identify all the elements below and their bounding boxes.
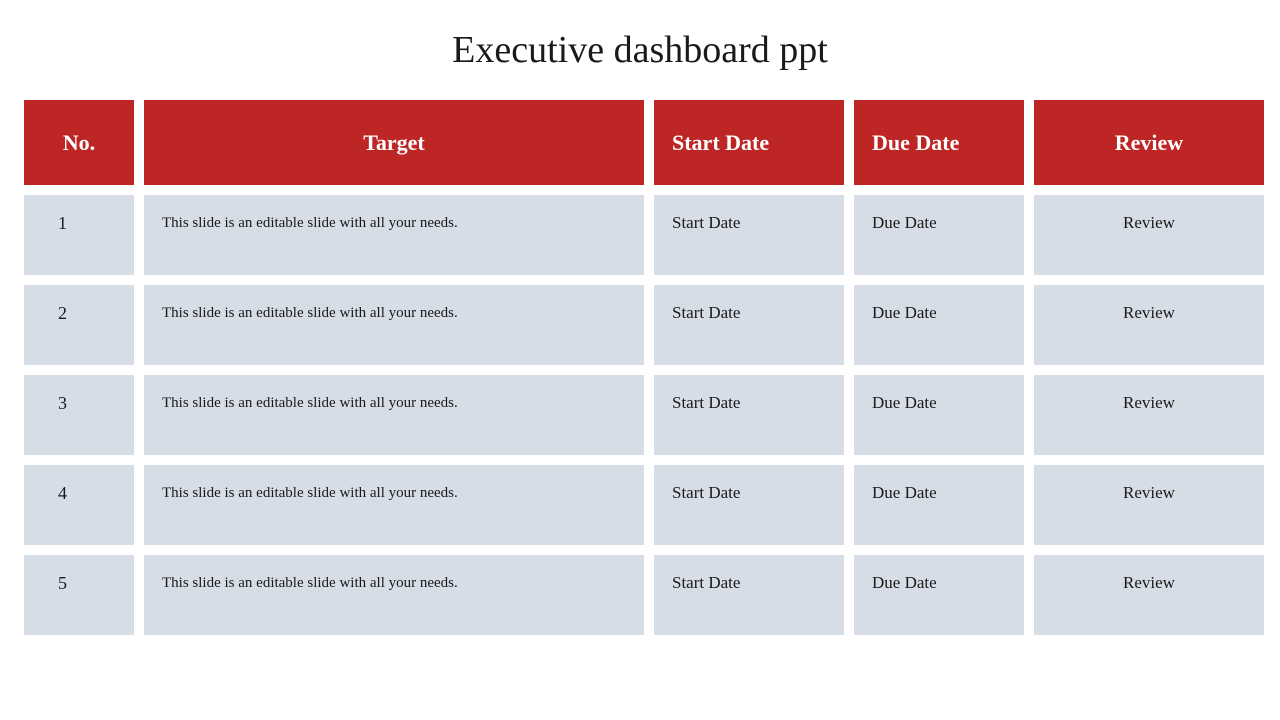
table-cell-due: Due Date [854, 195, 1024, 275]
table-cell-review: Review [1034, 285, 1264, 365]
table-cell-target: This slide is an editable slide with all… [144, 285, 644, 365]
col-header-target: Target [144, 100, 644, 185]
dashboard-table: No. Target Start Date Due Date Review 1 … [24, 100, 1256, 635]
table-cell-start: Start Date [654, 465, 844, 545]
table-cell-no: 5 [24, 555, 134, 635]
table-cell-target: This slide is an editable slide with all… [144, 375, 644, 455]
table-cell-due: Due Date [854, 465, 1024, 545]
col-header-start-date: Start Date [654, 100, 844, 185]
table-cell-no: 1 [24, 195, 134, 275]
table-cell-no: 2 [24, 285, 134, 365]
table-cell-target: This slide is an editable slide with all… [144, 465, 644, 545]
table-cell-due: Due Date [854, 555, 1024, 635]
table-cell-review: Review [1034, 375, 1264, 455]
page-title: Executive dashboard ppt [24, 28, 1256, 72]
table-cell-start: Start Date [654, 555, 844, 635]
table-cell-start: Start Date [654, 285, 844, 365]
table-cell-no: 3 [24, 375, 134, 455]
table-cell-target: This slide is an editable slide with all… [144, 555, 644, 635]
table-cell-start: Start Date [654, 195, 844, 275]
table-cell-target: This slide is an editable slide with all… [144, 195, 644, 275]
table-cell-no: 4 [24, 465, 134, 545]
table-cell-start: Start Date [654, 375, 844, 455]
col-header-due-date: Due Date [854, 100, 1024, 185]
col-header-review: Review [1034, 100, 1264, 185]
col-header-no: No. [24, 100, 134, 185]
table-cell-review: Review [1034, 195, 1264, 275]
table-cell-due: Due Date [854, 375, 1024, 455]
table-cell-due: Due Date [854, 285, 1024, 365]
table-cell-review: Review [1034, 465, 1264, 545]
table-cell-review: Review [1034, 555, 1264, 635]
